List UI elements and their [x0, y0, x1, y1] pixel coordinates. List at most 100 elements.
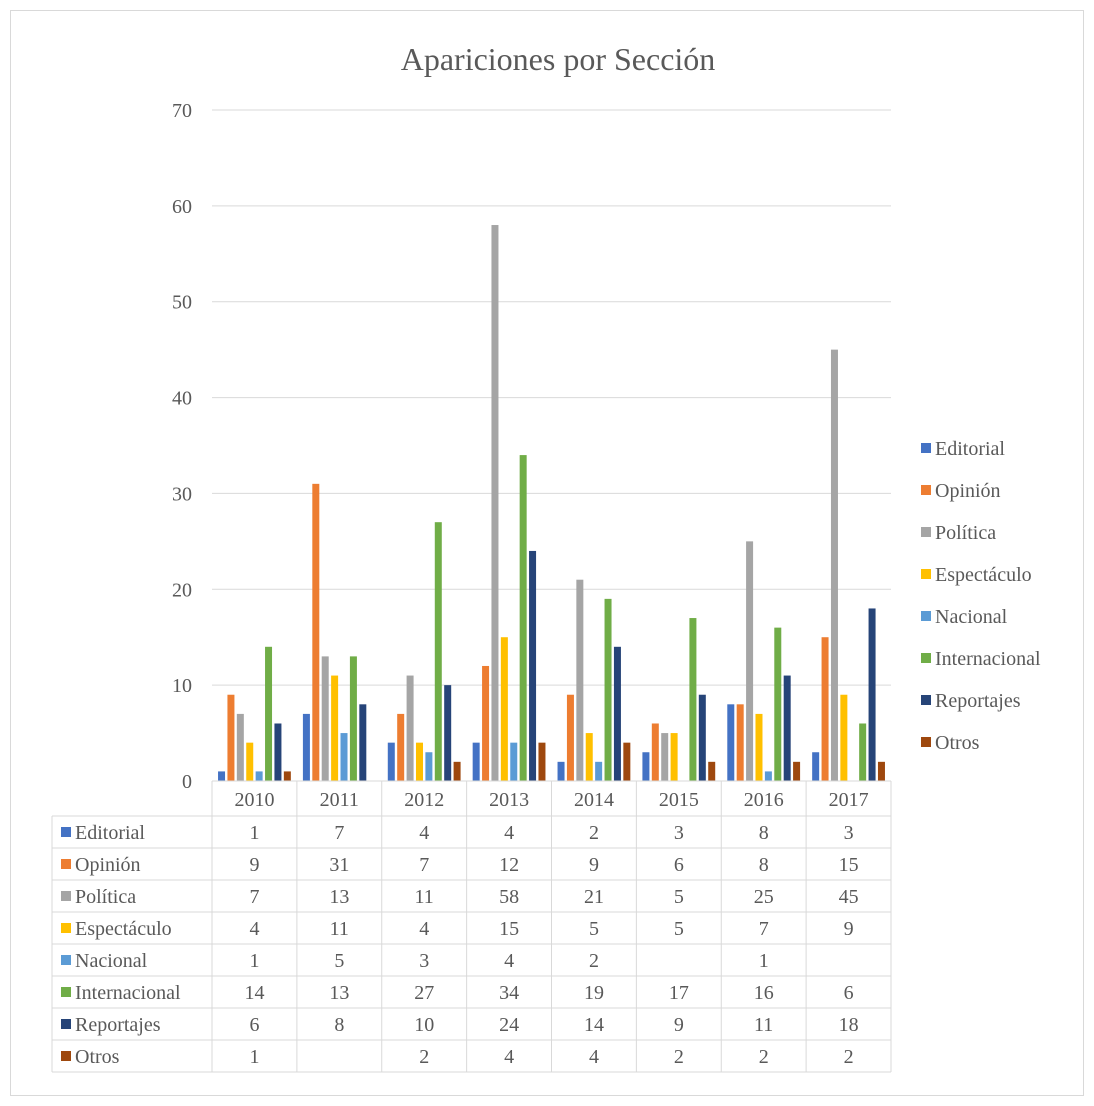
table-cell-value: 13 — [329, 886, 349, 908]
legend-label: Política — [935, 522, 996, 544]
table-row-label: Internacional — [75, 982, 181, 1004]
y-tick-label: 50 — [172, 292, 192, 314]
legend-label: Reportajes — [935, 690, 1021, 712]
bar-2016-3 — [755, 713, 763, 781]
legend-label: Espectáculo — [935, 564, 1032, 586]
table-cell-value: 21 — [584, 886, 604, 908]
bar-2014-6 — [613, 646, 621, 781]
bar-2017-7 — [877, 761, 885, 781]
table-cell-value: 11 — [415, 886, 434, 908]
legend-swatch — [921, 611, 931, 621]
bar-2015-1 — [651, 723, 659, 781]
table-cell-value: 4 — [504, 822, 514, 844]
y-axis: 0 10 20 30 40 50 60 70 — [172, 100, 192, 793]
y-tick-label: 70 — [172, 100, 192, 122]
legend-swatch — [921, 653, 931, 663]
legend-label: Nacional — [935, 606, 1008, 628]
bar-2015-5 — [689, 618, 697, 781]
table-cell-value: 10 — [414, 1014, 434, 1036]
bar-2010-1 — [227, 694, 235, 781]
data-table: 2010 2011 2012 2013 2014 2015 2016 2017 Editoria… — [51, 780, 892, 1073]
bar-2016-5 — [774, 627, 782, 781]
table-cell-value: 7 — [334, 822, 344, 844]
chart-title: Apariciones por Sección — [401, 41, 716, 77]
table-cell-value: 27 — [414, 982, 434, 1004]
bar-2014-2 — [576, 579, 584, 781]
bar-2011-0 — [302, 713, 310, 781]
bar-2010-0 — [218, 771, 226, 781]
table-cell-value: 9 — [589, 854, 599, 876]
table-cell-value: 2 — [589, 822, 599, 844]
table-cell-value: 58 — [499, 886, 519, 908]
table-cell-value: 7 — [249, 886, 259, 908]
bar-2017-3 — [840, 694, 848, 781]
bar-2012-0 — [387, 742, 395, 781]
table-cell-value: 45 — [839, 886, 859, 908]
table-cell-value: 19 — [584, 982, 604, 1004]
bar-2015-0 — [642, 752, 650, 781]
table-cell-value: 31 — [329, 854, 349, 876]
bar-2012-1 — [397, 713, 405, 781]
bar-2011-4 — [340, 733, 348, 781]
table-row-label: Editorial — [75, 822, 145, 844]
table-cell-value: 1 — [249, 950, 259, 972]
table-legend-key — [61, 923, 71, 933]
table-cell-value: 7 — [759, 918, 769, 940]
legend-swatch — [921, 695, 931, 705]
bar-2011-1 — [312, 483, 320, 781]
table-cell-value: 9 — [844, 918, 854, 940]
legend-label: Otros — [935, 732, 980, 754]
table-cell-value: 4 — [249, 918, 259, 940]
x-tick-label: 2012 — [404, 789, 444, 811]
bar-2017-2 — [830, 349, 838, 781]
bar-2013-1 — [482, 665, 490, 781]
table-cell-value: 6 — [249, 1014, 259, 1036]
bar-2010-3 — [246, 742, 254, 781]
legend-label: Opinión — [935, 480, 1001, 502]
bar-2016-0 — [727, 704, 735, 781]
bar-2010-5 — [265, 646, 273, 781]
table-legend-key — [61, 827, 71, 837]
bar-2010-4 — [255, 771, 263, 781]
legend: Editorial Opinión Política Espectáculo Nacio… — [921, 438, 1041, 754]
table-legend-key — [61, 859, 71, 869]
bar-2015-7 — [708, 761, 716, 781]
bar-2012-6 — [444, 685, 452, 781]
table-cell-value: 5 — [674, 918, 684, 940]
bar-2011-2 — [321, 656, 329, 781]
table-row-label: Nacional — [75, 950, 148, 972]
bar-2016-2 — [746, 541, 754, 781]
table-cell-value: 11 — [330, 918, 349, 940]
bar-2017-1 — [821, 637, 829, 781]
table-cell-value: 4 — [419, 918, 429, 940]
bar-2013-4 — [510, 742, 518, 781]
y-tick-label: 60 — [172, 196, 192, 218]
bar-2016-7 — [793, 761, 801, 781]
table-cell-value: 14 — [584, 1014, 604, 1036]
table-legend-key — [61, 1019, 71, 1029]
bar-2011-5 — [349, 656, 357, 781]
table-cell-value: 3 — [419, 950, 429, 972]
table-cell-value: 5 — [674, 886, 684, 908]
table-cell-value: 13 — [329, 982, 349, 1004]
legend-swatch — [921, 737, 931, 747]
table-row-label: Otros — [75, 1046, 120, 1068]
table-cell-value: 2 — [419, 1046, 429, 1068]
bar-2010-7 — [283, 771, 291, 781]
bar-2014-3 — [585, 733, 593, 781]
table-cell-value: 4 — [504, 1046, 514, 1068]
y-tick-label: 20 — [172, 579, 192, 601]
bar-2011-3 — [331, 675, 339, 781]
table-row-label: Reportajes — [75, 1014, 161, 1036]
bar-2017-5 — [859, 723, 867, 781]
bar-2013-2 — [491, 225, 499, 781]
table-cell-value: 5 — [589, 918, 599, 940]
bar-2016-6 — [783, 675, 791, 781]
legend-label: Internacional — [935, 648, 1041, 670]
bar-2013-5 — [519, 455, 527, 781]
bar-2011-6 — [359, 704, 367, 781]
table-cell-value: 12 — [499, 854, 519, 876]
table-cell-value: 14 — [244, 982, 264, 1004]
chart-frame — [10, 10, 1084, 1096]
